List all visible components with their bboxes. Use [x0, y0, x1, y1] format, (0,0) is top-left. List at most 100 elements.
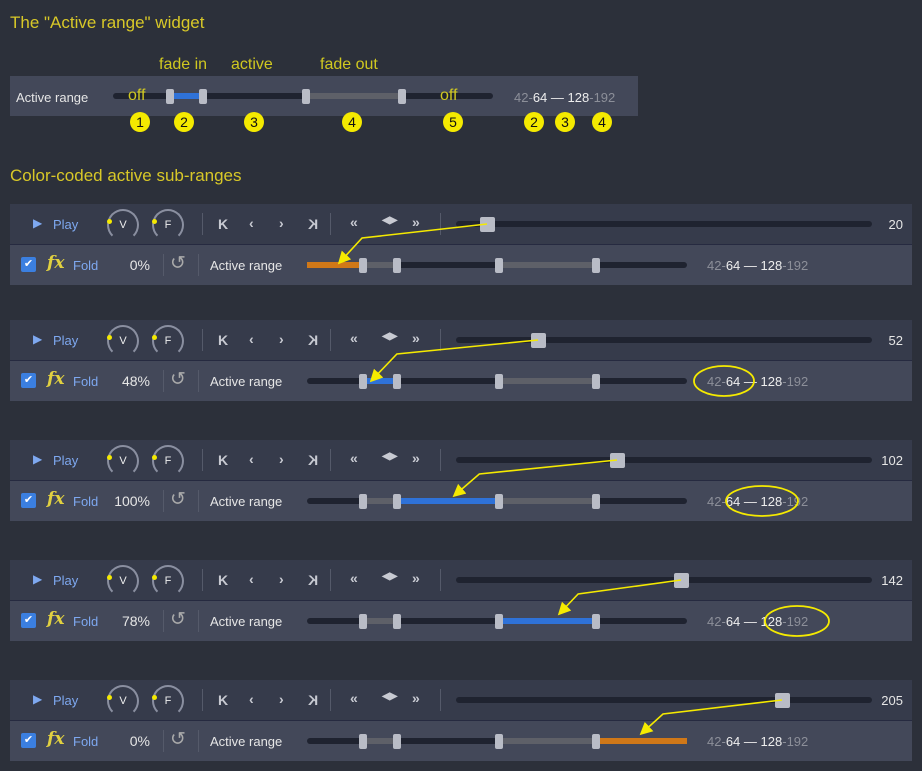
- next-icon[interactable]: ›: [279, 451, 284, 467]
- rewind-icon[interactable]: «: [350, 570, 358, 586]
- range-handle[interactable]: [495, 494, 503, 509]
- prev-icon[interactable]: ‹: [249, 691, 254, 707]
- checkbox-icon[interactable]: ✔: [21, 493, 36, 508]
- skip-first-icon[interactable]: K: [218, 572, 229, 588]
- position-slider[interactable]: [456, 697, 872, 703]
- position-slider[interactable]: [456, 457, 872, 463]
- knob-f[interactable]: F: [152, 445, 184, 477]
- position-slider[interactable]: [456, 337, 872, 343]
- fast-forward-icon[interactable]: »: [412, 570, 420, 586]
- knob-f[interactable]: F: [152, 209, 184, 241]
- range-handle[interactable]: [495, 614, 503, 629]
- rewind-icon[interactable]: «: [350, 450, 358, 466]
- range-handle[interactable]: [393, 494, 401, 509]
- range-handle[interactable]: [393, 734, 401, 749]
- prev-icon[interactable]: ‹: [249, 331, 254, 347]
- prev-icon[interactable]: ‹: [249, 451, 254, 467]
- fold-label[interactable]: Fold: [73, 258, 99, 273]
- range-handle[interactable]: [359, 374, 367, 389]
- play-icon[interactable]: ▶: [33, 332, 43, 346]
- reset-icon[interactable]: ↺: [170, 609, 186, 630]
- fold-label[interactable]: Fold: [73, 374, 99, 389]
- play-button[interactable]: Play: [53, 693, 79, 708]
- range-handle[interactable]: [495, 734, 503, 749]
- checkbox-icon[interactable]: ✔: [21, 257, 36, 272]
- knob-v[interactable]: V: [107, 325, 139, 357]
- range-handle[interactable]: [592, 734, 600, 749]
- handle-64[interactable]: [199, 89, 207, 104]
- range-handle[interactable]: [359, 734, 367, 749]
- range-handle[interactable]: [359, 258, 367, 273]
- range-handle[interactable]: [592, 258, 600, 273]
- divider: [440, 449, 441, 471]
- range-handle[interactable]: [592, 494, 600, 509]
- play-icon[interactable]: ▶: [33, 692, 43, 706]
- skip-first-icon[interactable]: K: [218, 452, 229, 468]
- prev-icon[interactable]: ‹: [249, 215, 254, 231]
- fast-forward-icon[interactable]: »: [412, 450, 420, 466]
- skip-first-icon[interactable]: K: [218, 332, 229, 348]
- knob-f[interactable]: F: [152, 685, 184, 717]
- range-handle[interactable]: [592, 614, 600, 629]
- bounce-icon[interactable]: ◀▶: [382, 451, 398, 462]
- fast-forward-icon[interactable]: »: [412, 330, 420, 346]
- range-handle[interactable]: [359, 614, 367, 629]
- bounce-icon[interactable]: ◀▶: [382, 571, 398, 582]
- range-handle[interactable]: [592, 374, 600, 389]
- play-button[interactable]: Play: [53, 333, 79, 348]
- slider-thumb[interactable]: [775, 693, 790, 708]
- knob-f[interactable]: F: [152, 565, 184, 597]
- fast-forward-icon[interactable]: »: [412, 214, 420, 230]
- rewind-icon[interactable]: «: [350, 690, 358, 706]
- play-button[interactable]: Play: [53, 453, 79, 468]
- play-button[interactable]: Play: [53, 217, 79, 232]
- bounce-icon[interactable]: ◀▶: [382, 215, 398, 226]
- handle-192[interactable]: [398, 89, 406, 104]
- checkbox-icon[interactable]: ✔: [21, 613, 36, 628]
- knob-f[interactable]: F: [152, 325, 184, 357]
- rewind-icon[interactable]: «: [350, 330, 358, 346]
- slider-thumb[interactable]: [674, 573, 689, 588]
- bounce-icon[interactable]: ◀▶: [382, 331, 398, 342]
- slider-thumb[interactable]: [610, 453, 625, 468]
- skip-first-icon[interactable]: K: [218, 692, 229, 708]
- checkbox-icon[interactable]: ✔: [21, 733, 36, 748]
- slider-thumb[interactable]: [531, 333, 546, 348]
- play-icon[interactable]: ▶: [33, 216, 43, 230]
- play-icon[interactable]: ▶: [33, 452, 43, 466]
- fast-forward-icon[interactable]: »: [412, 690, 420, 706]
- knob-v[interactable]: V: [107, 685, 139, 717]
- next-icon[interactable]: ›: [279, 331, 284, 347]
- fold-label[interactable]: Fold: [73, 614, 99, 629]
- checkbox-icon[interactable]: ✔: [21, 373, 36, 388]
- fold-label[interactable]: Fold: [73, 734, 99, 749]
- knob-v[interactable]: V: [107, 565, 139, 597]
- handle-42[interactable]: [166, 89, 174, 104]
- prev-icon[interactable]: ‹: [249, 571, 254, 587]
- position-slider[interactable]: [456, 577, 872, 583]
- reset-icon[interactable]: ↺: [170, 729, 186, 750]
- reset-icon[interactable]: ↺: [170, 489, 186, 510]
- range-handle[interactable]: [495, 258, 503, 273]
- reset-icon[interactable]: ↺: [170, 369, 186, 390]
- knob-v[interactable]: V: [107, 445, 139, 477]
- next-icon[interactable]: ›: [279, 215, 284, 231]
- knob-v[interactable]: V: [107, 209, 139, 241]
- range-handle[interactable]: [393, 374, 401, 389]
- range-handle[interactable]: [393, 258, 401, 273]
- position-slider[interactable]: [456, 221, 872, 227]
- fold-label[interactable]: Fold: [73, 494, 99, 509]
- handle-128[interactable]: [302, 89, 310, 104]
- rewind-icon[interactable]: «: [350, 214, 358, 230]
- reset-icon[interactable]: ↺: [170, 253, 186, 274]
- skip-first-icon[interactable]: K: [218, 216, 229, 232]
- next-icon[interactable]: ›: [279, 571, 284, 587]
- range-handle[interactable]: [359, 494, 367, 509]
- play-icon[interactable]: ▶: [33, 572, 43, 586]
- next-icon[interactable]: ›: [279, 691, 284, 707]
- play-button[interactable]: Play: [53, 573, 79, 588]
- slider-thumb[interactable]: [480, 217, 495, 232]
- range-handle[interactable]: [495, 374, 503, 389]
- range-handle[interactable]: [393, 614, 401, 629]
- bounce-icon[interactable]: ◀▶: [382, 691, 398, 702]
